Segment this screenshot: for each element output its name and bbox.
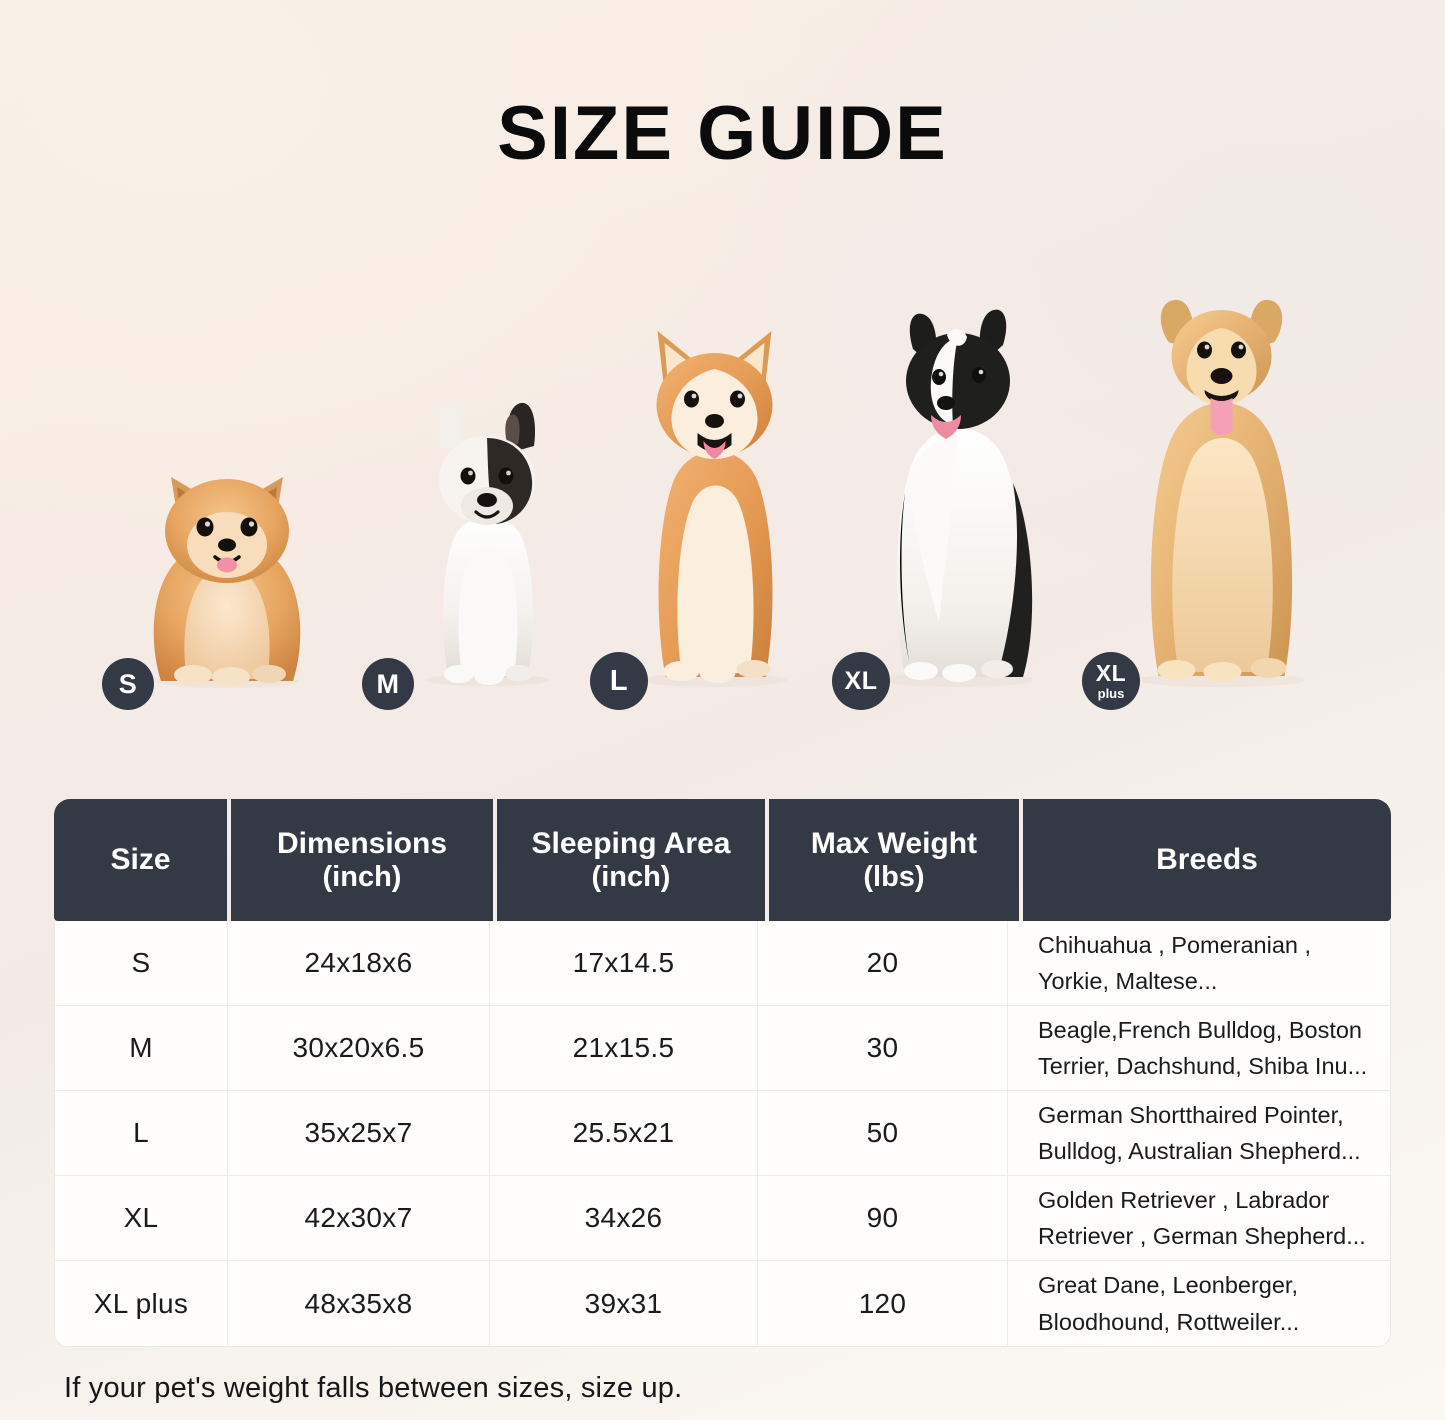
badge-label: XL bbox=[1095, 660, 1127, 686]
dog-slot-m: M bbox=[362, 390, 612, 710]
size-badge-l: L bbox=[590, 652, 648, 710]
table-row: XL 42x30x7 34x26 90 Golden Retriever , L… bbox=[55, 1176, 1390, 1261]
border-collie-illustration bbox=[881, 309, 1033, 687]
column-header-sleeping-area: Sleeping Area (inch) bbox=[497, 799, 765, 921]
size-badge-xl-plus: XL plus bbox=[1082, 652, 1140, 710]
column-header-unit: (inch) bbox=[322, 860, 402, 893]
badge-label: L bbox=[609, 664, 629, 697]
dog-slot-xl: XL bbox=[832, 295, 1082, 710]
page-title: SIZE GUIDE bbox=[497, 91, 948, 176]
column-header-unit: (lbs) bbox=[863, 860, 925, 893]
size-table: Size Dimensions (inch) Sleeping Area (in… bbox=[54, 799, 1391, 1347]
cell-max-weight: 90 bbox=[758, 1176, 1008, 1260]
cell-size: S bbox=[55, 921, 228, 1005]
cell-size: XL bbox=[55, 1176, 228, 1260]
dog-slot-s: S bbox=[102, 410, 352, 710]
cell-sleeping-area: 39x31 bbox=[490, 1261, 758, 1346]
cell-size: M bbox=[55, 1006, 228, 1090]
table-row: S 24x18x6 17x14.5 20 Chihuahua , Pomeran… bbox=[55, 921, 1390, 1006]
table-row: XL plus 48x35x8 39x31 120 Great Dane, Le… bbox=[55, 1261, 1390, 1346]
sizing-footnote: If your pet's weight falls between sizes… bbox=[64, 1372, 683, 1404]
cell-dimensions: 35x25x7 bbox=[228, 1091, 490, 1175]
size-badge-s: S bbox=[102, 658, 154, 710]
cell-sleeping-area: 17x14.5 bbox=[490, 921, 758, 1005]
cell-sleeping-area: 21x15.5 bbox=[490, 1006, 758, 1090]
cell-dimensions: 30x20x6.5 bbox=[228, 1006, 490, 1090]
column-header-breeds: Breeds bbox=[1023, 799, 1391, 921]
cell-max-weight: 50 bbox=[758, 1091, 1008, 1175]
column-header-label: Dimensions bbox=[276, 826, 448, 860]
dog-slot-xl-plus: XL plus bbox=[1082, 285, 1362, 710]
column-header-max-weight: Max Weight (lbs) bbox=[769, 799, 1019, 921]
french-bulldog-illustration bbox=[425, 402, 549, 686]
column-header-dimensions: Dimensions (inch) bbox=[231, 799, 493, 921]
badge-label: M bbox=[376, 668, 400, 699]
cell-dimensions: 24x18x6 bbox=[228, 921, 490, 1005]
column-header-unit: (inch) bbox=[591, 860, 671, 893]
cell-breeds: Beagle,French Bulldog, Boston Terrier, D… bbox=[1038, 1016, 1368, 1079]
cell-dimensions: 48x35x8 bbox=[228, 1261, 490, 1346]
cell-sleeping-area: 25.5x21 bbox=[490, 1091, 758, 1175]
table-body: S 24x18x6 17x14.5 20 Chihuahua , Pomeran… bbox=[54, 921, 1391, 1347]
cell-sleeping-area: 34x26 bbox=[490, 1176, 758, 1260]
dog-lineup: S bbox=[60, 290, 1405, 710]
column-header-size: Size bbox=[54, 799, 227, 921]
size-badge-xl: XL bbox=[832, 652, 890, 710]
cell-size: L bbox=[55, 1091, 228, 1175]
golden-retriever-illustration bbox=[1137, 299, 1306, 687]
badge-sublabel: plus bbox=[1097, 686, 1125, 701]
cell-max-weight: 20 bbox=[758, 921, 1008, 1005]
column-header-label: Sleeping Area bbox=[531, 826, 731, 860]
column-header-label: Max Weight bbox=[810, 826, 978, 860]
badge-label: XL bbox=[844, 666, 878, 695]
shiba-inu-illustration bbox=[642, 331, 787, 687]
table-row: L 35x25x7 25.5x21 50 German Shortthaired… bbox=[55, 1091, 1390, 1176]
dog-slot-l: L bbox=[590, 315, 840, 710]
column-header-label: Breeds bbox=[1156, 843, 1258, 877]
badge-label: S bbox=[118, 668, 138, 699]
cell-max-weight: 30 bbox=[758, 1006, 1008, 1090]
cell-dimensions: 42x30x7 bbox=[228, 1176, 490, 1260]
column-header-label: Size bbox=[110, 843, 171, 877]
cell-max-weight: 120 bbox=[758, 1261, 1008, 1346]
cell-breeds: German Shortthaired Pointer, Bulldog, Au… bbox=[1038, 1101, 1361, 1164]
cell-size: XL plus bbox=[55, 1261, 228, 1346]
size-badge-m: M bbox=[362, 658, 414, 710]
table-header-row: Size Dimensions (inch) Sleeping Area (in… bbox=[54, 799, 1391, 921]
cell-breeds: Chihuahua , Pomeranian , Yorkie, Maltese… bbox=[1038, 931, 1312, 994]
pomeranian-illustration bbox=[153, 477, 301, 688]
table-row: M 30x20x6.5 21x15.5 30 Beagle,French Bul… bbox=[55, 1006, 1390, 1091]
cell-breeds: Golden Retriever , Labrador Retriever , … bbox=[1038, 1186, 1366, 1249]
cell-breeds: Great Dane, Leonberger, Bloodhound, Rott… bbox=[1038, 1272, 1300, 1335]
